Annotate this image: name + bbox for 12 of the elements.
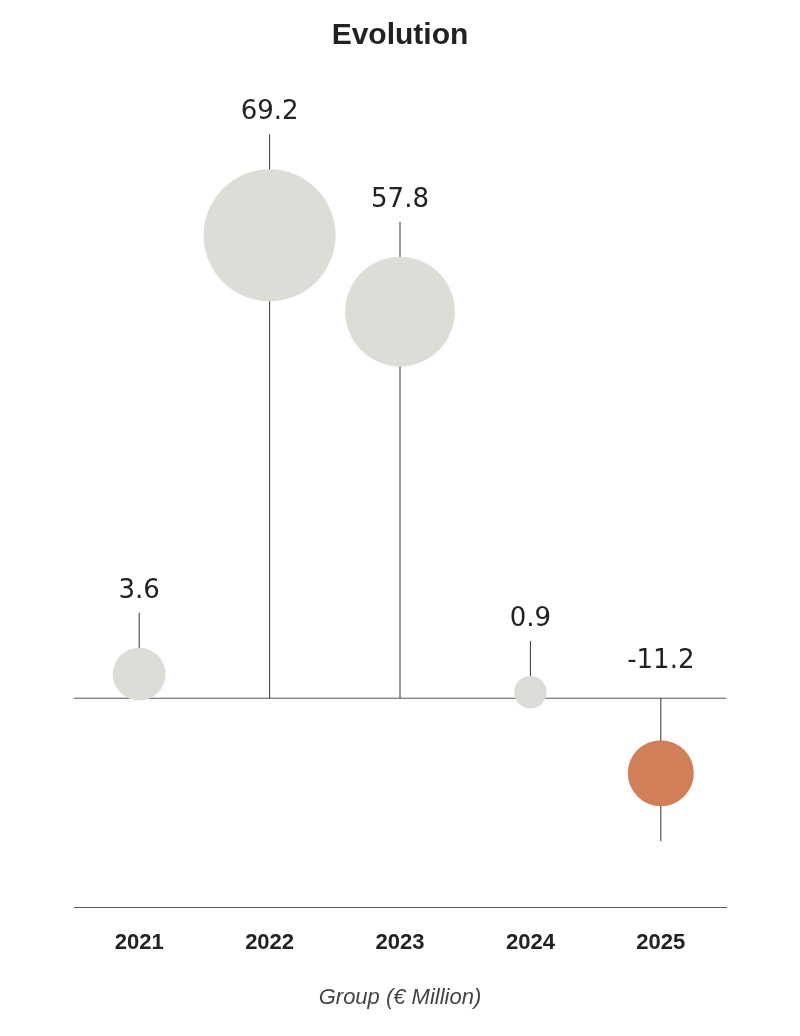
text: Group (€ Million) — [317, 984, 483, 1010]
x-tick-label: 2024 — [505, 928, 556, 954]
data-label: 0.9 — [509, 602, 552, 633]
data-label: -11.2 — [627, 644, 695, 675]
x-tick-label: 2025 — [636, 928, 686, 954]
data-label: 57.8 — [371, 182, 429, 213]
x-tick-label: 2023 — [375, 928, 425, 954]
chart-title: Evolution — [331, 17, 469, 51]
x-tick-label: 2021 — [114, 928, 164, 954]
data-label: 69.2 — [240, 95, 299, 126]
data-label: 3.6 — [118, 573, 160, 604]
x-tick-label: 2022 — [245, 928, 295, 954]
